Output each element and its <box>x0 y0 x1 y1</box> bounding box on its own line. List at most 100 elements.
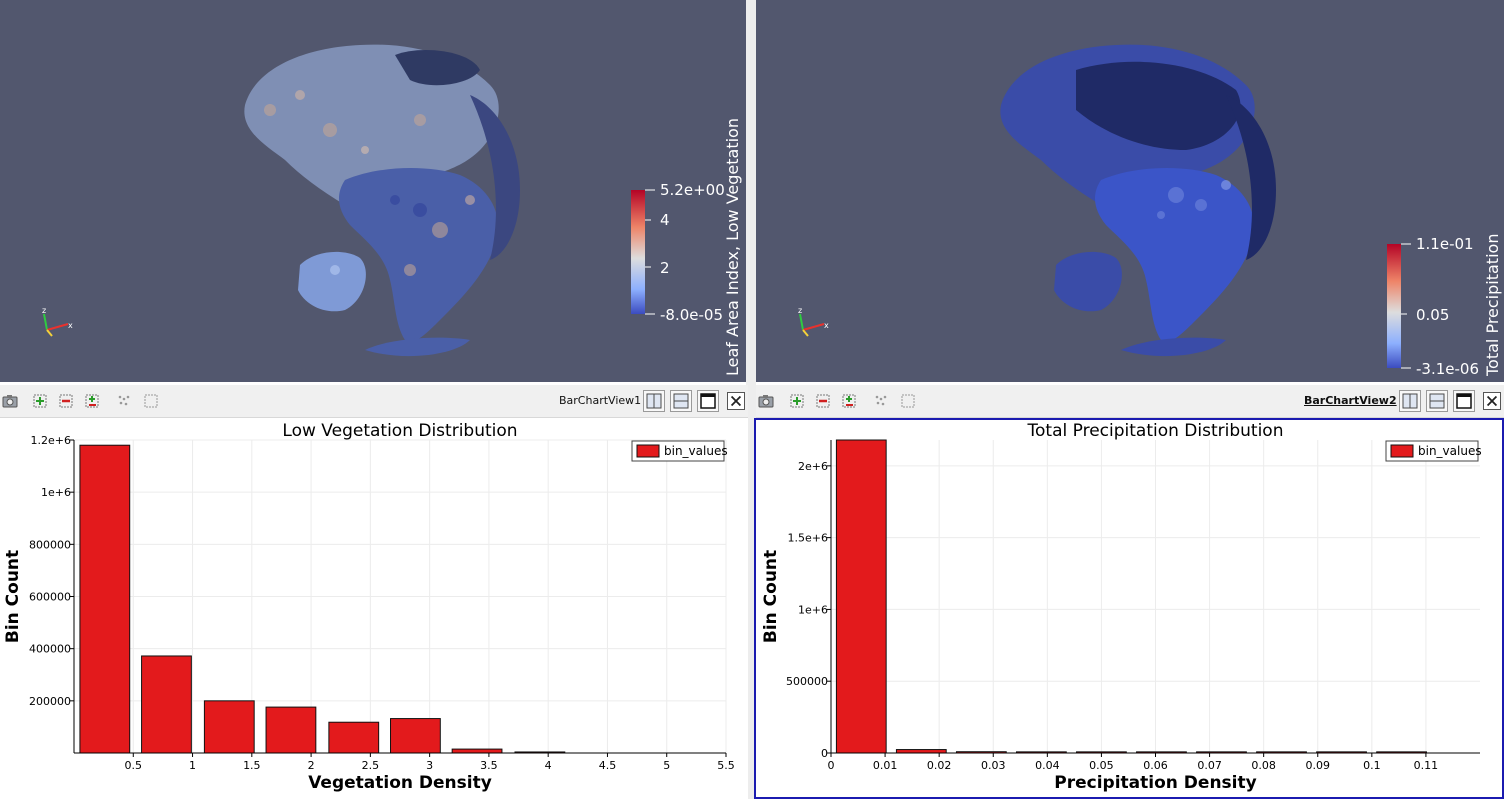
x-tick-label: 0 <box>828 759 835 772</box>
chart-title: Low Vegetation Distribution <box>282 421 517 441</box>
land-south-america <box>338 168 499 342</box>
land-texture <box>1157 180 1231 219</box>
bar-chart-vegetation[interactable]: 0.5 1 1.5 2 2.5 3 3.5 4 4.5 5 5.5 200000 400000 60000… <box>0 418 748 799</box>
split-vertical-icon[interactable] <box>670 390 692 412</box>
bar-chart-view-2[interactable]: 0 0.01 0.02 0.03 0.04 0.05 0.06 0.07 0.08 0.09 0.1… <box>754 418 1504 799</box>
bar[interactable] <box>451 748 503 754</box>
select-area-icon[interactable] <box>141 391 161 411</box>
bar[interactable] <box>203 700 255 754</box>
x-tick-label: 0.04 <box>1035 759 1060 772</box>
zoom-add-icon[interactable] <box>82 391 102 411</box>
colorbar-gradient <box>631 190 645 314</box>
y-tick-label: 0 <box>821 747 828 760</box>
land-antarctica <box>1121 337 1226 357</box>
orientation-axes-icon: z x <box>798 306 829 337</box>
y-tick-label: 600000 <box>29 591 71 604</box>
x-tick-label: 4 <box>545 759 552 772</box>
bar[interactable] <box>328 721 380 754</box>
svg-text:z: z <box>798 306 802 315</box>
zoom-in-icon[interactable] <box>787 391 807 411</box>
colorbar-tick-label: 0.05 <box>1416 306 1449 324</box>
chart-view-toolbar-2: BarChartView2 <box>756 385 1504 418</box>
select-points-icon[interactable] <box>871 391 891 411</box>
x-tick-label: 0.03 <box>981 759 1006 772</box>
land-europe-edge <box>470 95 520 260</box>
colorbar-min-label: -3.1e-06 <box>1416 360 1479 378</box>
select-points-icon[interactable] <box>114 391 134 411</box>
close-icon[interactable] <box>1483 392 1501 410</box>
x-tick-label: 0.08 <box>1251 759 1276 772</box>
select-area-icon[interactable] <box>898 391 918 411</box>
zoom-add-icon[interactable] <box>839 391 859 411</box>
colorbar-title: Leaf Area Index, Low Vegetation <box>723 118 742 376</box>
land-europe-edge <box>1226 95 1276 260</box>
bar[interactable] <box>141 655 192 754</box>
land-antarctica <box>365 337 470 357</box>
bar-chart-view-1[interactable]: 0.5 1 1.5 2 2.5 3 3.5 4 4.5 5 5.5 200000 400000 60000… <box>0 418 748 799</box>
zoom-out-icon[interactable] <box>56 391 76 411</box>
chart-legend[interactable]: bin_values <box>631 440 728 462</box>
x-tick-label: 0.01 <box>873 759 898 772</box>
x-tick-label: 0.06 <box>1143 759 1168 772</box>
x-tick-label: 0.09 <box>1306 759 1331 772</box>
globe-vegetation[interactable]: 5.2e+00 4 2 -8.0e-05 Leaf Area Index, Lo… <box>0 0 746 382</box>
chart-title: Total Precipitation Distribution <box>1027 421 1284 441</box>
bar-chart-precipitation[interactable]: 0 0.01 0.02 0.03 0.04 0.05 0.06 0.07 0.08 0.09 0.1… <box>754 418 1504 799</box>
y-tick-label: 1e+6 <box>41 486 71 499</box>
bar[interactable] <box>835 439 887 754</box>
view-name-label[interactable]: BarChartView1 <box>559 394 642 407</box>
bar[interactable] <box>79 444 131 754</box>
colorbar-title: Total Precipitation <box>1483 234 1502 377</box>
y-tick-label: 1e+6 <box>798 603 828 616</box>
y-axis-label: Bin Count <box>3 550 23 643</box>
globe-precipitation[interactable]: 1.1e-01 0.05 -3.1e-06 Total Precipitatio… <box>756 0 1504 382</box>
camera-icon[interactable] <box>0 391 20 411</box>
y-tick-label: 2e+6 <box>798 460 828 473</box>
split-horizontal-icon[interactable] <box>643 390 665 412</box>
y-axis-label: Bin Count <box>761 550 781 643</box>
svg-text:x: x <box>68 321 73 330</box>
x-tick-label: 0.07 <box>1197 759 1222 772</box>
chart-view-toolbar-1: BarChartView1 <box>0 385 748 418</box>
close-icon[interactable] <box>727 392 745 410</box>
land-greenland <box>395 50 480 86</box>
y-tick-label: 1.2e+6 <box>31 434 71 447</box>
zoom-out-icon[interactable] <box>813 391 833 411</box>
colorbar-min-label: -8.0e-05 <box>660 306 723 324</box>
x-tick-label: 0.1 <box>1363 759 1381 772</box>
x-tick-label: 4.5 <box>599 759 617 772</box>
x-axis-label: Precipitation Density <box>1054 773 1256 793</box>
y-tick-label: 500000 <box>786 675 828 688</box>
colorbar-max-label: 1.1e-01 <box>1416 235 1474 253</box>
camera-icon[interactable] <box>756 391 776 411</box>
render-view-precipitation[interactable]: 1.1e-01 0.05 -3.1e-06 Total Precipitatio… <box>756 0 1504 382</box>
land-texture <box>264 90 475 276</box>
svg-text:x: x <box>824 321 829 330</box>
chart-legend[interactable]: bin_values <box>1385 440 1482 462</box>
land-australia <box>298 251 366 312</box>
land-north-america <box>244 44 499 209</box>
maximize-icon[interactable] <box>697 390 719 412</box>
x-tick-label: 0.02 <box>927 759 952 772</box>
land-north-shade <box>1076 61 1241 150</box>
render-view-vegetation[interactable]: 5.2e+00 4 2 -8.0e-05 Leaf Area Index, Lo… <box>0 0 746 382</box>
view-name-label[interactable]: BarChartView2 <box>1304 394 1397 407</box>
bar[interactable] <box>390 718 441 754</box>
x-axis-label: Vegetation Density <box>308 773 492 793</box>
x-tick-label: 0.05 <box>1089 759 1114 772</box>
x-tick-label: 3.5 <box>480 759 498 772</box>
x-tick-label: 0.5 <box>125 759 143 772</box>
maximize-icon[interactable] <box>1453 390 1475 412</box>
view-splitter[interactable] <box>746 0 756 799</box>
land-australia <box>1054 251 1122 312</box>
bar[interactable] <box>265 706 317 754</box>
split-vertical-icon[interactable] <box>1426 390 1448 412</box>
zoom-in-icon[interactable] <box>30 391 50 411</box>
y-tick-label: 1.5e+6 <box>788 532 828 545</box>
bar[interactable] <box>895 749 947 754</box>
x-tick-label: 5 <box>663 759 670 772</box>
x-tick-label: 1.5 <box>243 759 261 772</box>
split-horizontal-icon[interactable] <box>1399 390 1421 412</box>
y-tick-label: 200000 <box>29 695 71 708</box>
x-tick-label: 2.5 <box>362 759 380 772</box>
